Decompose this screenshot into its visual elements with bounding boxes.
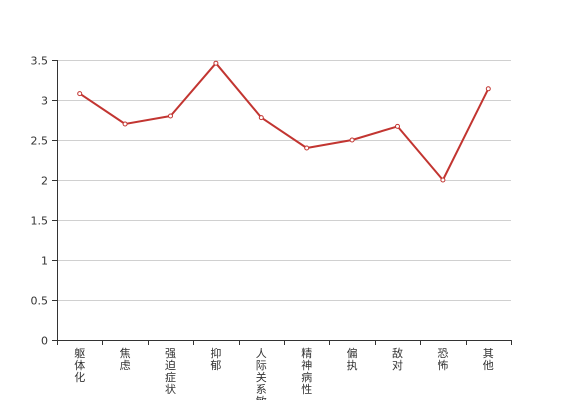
x-tick-label: 其他	[483, 347, 494, 372]
data-point	[485, 86, 491, 92]
data-point	[440, 177, 446, 183]
data-point	[122, 121, 128, 127]
data-point	[258, 115, 264, 121]
x-tick-label: 强迫症状	[165, 347, 176, 396]
data-point	[77, 91, 83, 97]
y-tick-label: 2.5	[31, 135, 49, 148]
data-point	[168, 113, 173, 119]
y-tick-label: 3	[41, 95, 48, 108]
data-point	[304, 145, 310, 151]
y-tick-label: 0	[41, 335, 48, 348]
data-point	[349, 137, 355, 143]
data-point	[395, 123, 400, 129]
x-tick-label: 人际关系敏感	[256, 347, 267, 400]
y-tick-label: 3.5	[31, 55, 49, 68]
y-tick-label: 1.5	[31, 215, 49, 228]
x-tick-label: 敌对	[392, 346, 403, 372]
series-line	[79, 62, 490, 181]
x-tick-label: 焦虑	[120, 347, 131, 372]
x-tick-label: 恐怖	[437, 347, 448, 372]
data-point	[213, 60, 219, 66]
x-tick-label: 抑郁	[210, 346, 221, 372]
grid-layer	[57, 60, 511, 301]
y-tick-label: 0.5	[31, 295, 49, 308]
axis-layer: 0 0.5 1 1.5 2 2.5 3 3.5 躯体化 焦虑 强迫症状 抑郁 人际关系敏感 精神病性 偏执 敌…	[31, 55, 512, 400]
x-tick-label: 躯体化	[74, 347, 85, 384]
x-tick-label: 偏执	[347, 346, 358, 372]
x-tick-label: 精神病性	[301, 347, 312, 396]
series-layer	[77, 60, 491, 183]
y-tick-label: 2	[41, 175, 48, 188]
y-tick-label: 1	[41, 255, 48, 268]
